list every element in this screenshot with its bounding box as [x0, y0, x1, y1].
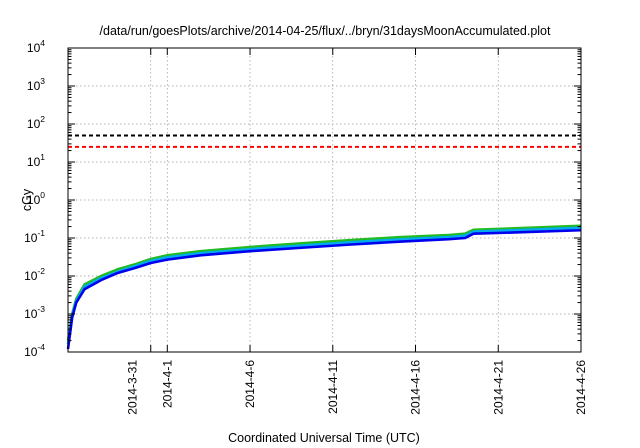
y-tick-label: 10-3: [24, 304, 45, 321]
y-tick-label: 102: [27, 114, 45, 131]
series-line: [66, 226, 582, 345]
axes: 10-4 10-3 10-2 10-1 100 101 102 103 104 2014-3-31…: [24, 38, 588, 415]
x-tick-label: 2014-3-31: [126, 360, 140, 415]
x-tick-label: 2014-4-16: [409, 360, 423, 415]
y-tick-label: 104: [27, 38, 45, 55]
y-tick-label: 10-2: [24, 266, 45, 283]
y-tick-label: 101: [27, 152, 45, 169]
y-tick-label: 100: [27, 190, 45, 207]
x-tick-label: 2014-4-21: [491, 360, 505, 415]
grid: [68, 48, 581, 352]
x-tick-label: 2014-4-1: [160, 360, 174, 408]
series-lines: [66, 224, 582, 350]
x-axis-label: Coordinated Universal Time (UTC): [228, 431, 420, 445]
chart-title: /data/run/goesPlots/archive/2014-04-25/f…: [100, 24, 551, 38]
y-tick-label: 103: [27, 76, 45, 93]
reference-lines: [68, 134, 581, 148]
y-tick-label: 10-4: [24, 342, 45, 359]
x-tick-label: 2014-4-26: [574, 360, 588, 415]
y-tick-label: 10-1: [24, 228, 45, 245]
series-line: [66, 224, 582, 341]
x-tick-label: 2014-4-11: [326, 360, 340, 414]
series-line: [66, 228, 582, 350]
y-axis-label: cGy: [20, 188, 34, 211]
x-tick-label: 2014-4-6: [243, 360, 257, 408]
